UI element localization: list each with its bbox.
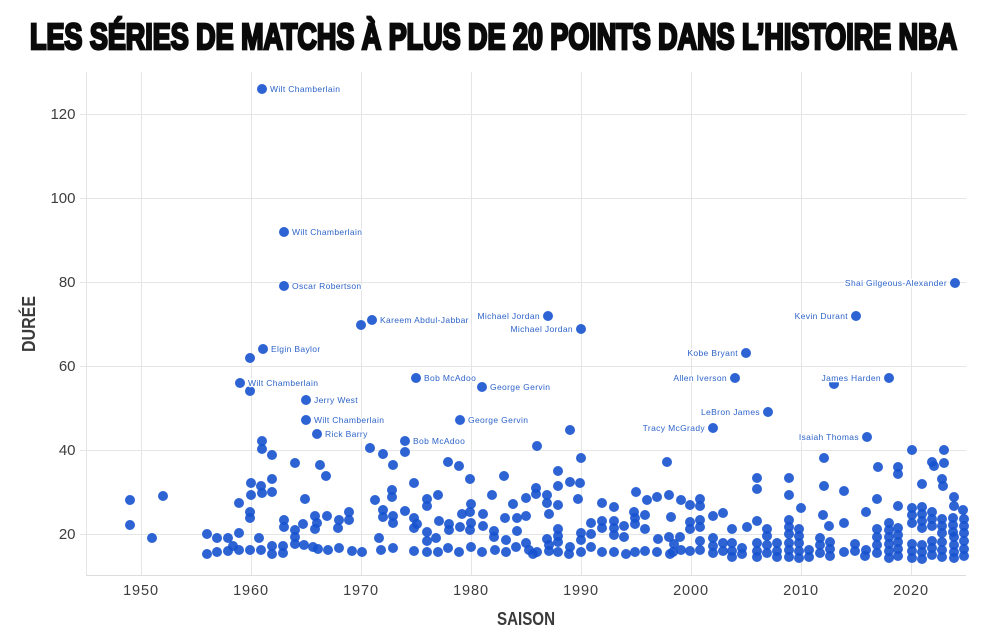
svg-text:Wilt Chamberlain: Wilt Chamberlain xyxy=(248,378,318,388)
svg-text:George Gervin: George Gervin xyxy=(490,382,550,392)
svg-text:Rick Barry: Rick Barry xyxy=(325,429,368,439)
svg-text:1980: 1980 xyxy=(453,583,489,599)
svg-text:100: 100 xyxy=(50,190,75,207)
svg-text:Bob McAdoo: Bob McAdoo xyxy=(413,436,465,446)
svg-text:LeBron James: LeBron James xyxy=(701,407,760,417)
svg-text:George Gervin: George Gervin xyxy=(468,415,528,425)
svg-text:1960: 1960 xyxy=(233,583,269,599)
svg-text:1990: 1990 xyxy=(563,583,599,599)
svg-text:Tracy McGrady: Tracy McGrady xyxy=(643,423,706,433)
svg-text:LES SÉRIES DE MATCHS À PLUS DE: LES SÉRIES DE MATCHS À PLUS DE 20 POINTS… xyxy=(30,16,957,57)
svg-text:2020: 2020 xyxy=(893,583,929,599)
svg-text:Kevin Durant: Kevin Durant xyxy=(795,311,849,321)
svg-text:Jerry West: Jerry West xyxy=(314,395,358,405)
svg-text:Kobe Bryant: Kobe Bryant xyxy=(687,348,738,358)
svg-text:80: 80 xyxy=(59,274,76,291)
svg-text:Oscar Robertson: Oscar Robertson xyxy=(292,281,362,291)
svg-text:Allen Iverson: Allen Iverson xyxy=(673,373,727,383)
svg-text:Shai Gilgeous-Alexander: Shai Gilgeous-Alexander xyxy=(845,278,947,288)
svg-text:Michael Jordan: Michael Jordan xyxy=(477,311,540,321)
svg-text:Elgin Baylor: Elgin Baylor xyxy=(271,344,321,354)
svg-text:Michael Jordan: Michael Jordan xyxy=(510,324,573,334)
svg-text:1970: 1970 xyxy=(343,583,379,599)
svg-text:James Harden: James Harden xyxy=(822,373,881,383)
svg-text:2000: 2000 xyxy=(673,583,709,599)
svg-text:1950: 1950 xyxy=(123,583,159,599)
svg-text:40: 40 xyxy=(59,442,76,459)
svg-text:120: 120 xyxy=(50,106,75,123)
svg-text:Wilt Chamberlain: Wilt Chamberlain xyxy=(314,415,384,425)
svg-text:Wilt Chamberlain: Wilt Chamberlain xyxy=(292,227,362,237)
svg-text:Bob McAdoo: Bob McAdoo xyxy=(424,373,476,383)
svg-text:Isaiah Thomas: Isaiah Thomas xyxy=(799,432,859,442)
svg-text:Kareem Abdul-Jabbar: Kareem Abdul-Jabbar xyxy=(380,315,469,325)
svg-text:20: 20 xyxy=(59,526,76,543)
svg-text:DURÉE: DURÉE xyxy=(18,296,39,352)
svg-text:60: 60 xyxy=(59,358,76,375)
svg-text:SAISON: SAISON xyxy=(497,609,555,629)
svg-text:2010: 2010 xyxy=(783,583,819,599)
svg-text:Wilt Chamberlain: Wilt Chamberlain xyxy=(270,84,340,94)
